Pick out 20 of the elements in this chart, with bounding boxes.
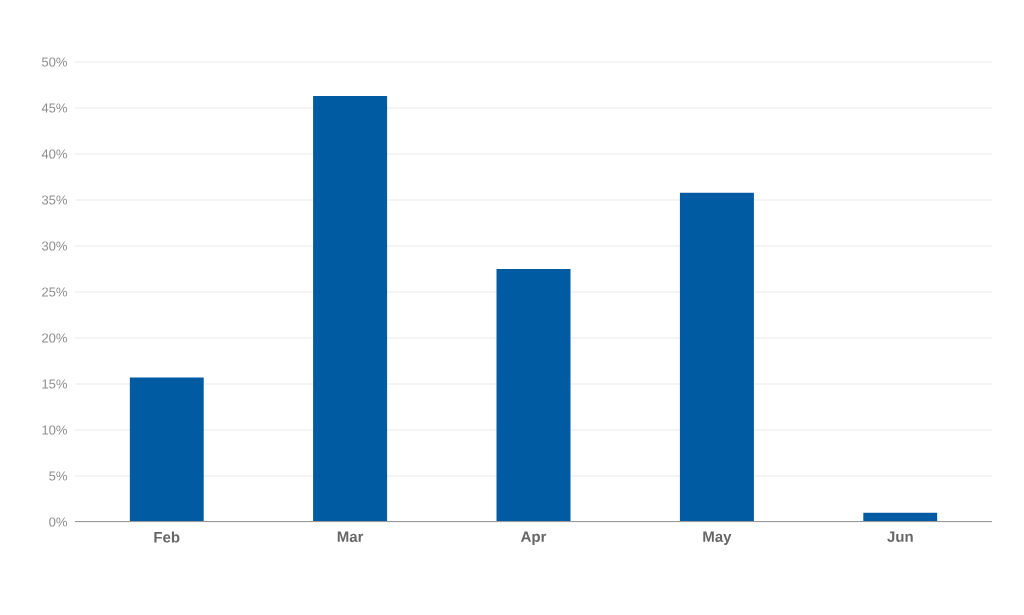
y-tick-label: 0% [49,517,68,527]
x-tick-label: Feb [154,531,180,543]
y-tick-label: 45% [41,103,68,113]
y-tick-label: 50% [41,57,68,67]
y-tick-label: 25% [42,287,68,297]
y-tick-label: 30% [41,241,68,251]
y-tick-label: 35% [41,195,68,205]
y-tick-label: 40% [41,149,68,159]
bar [313,96,388,522]
y-tick-label: 15% [42,379,68,389]
y-tick-label: 10% [42,425,68,435]
bar [496,268,571,522]
x-tick-label: Apr [520,531,547,545]
bar [129,377,204,522]
x-tick-label: May [703,531,732,545]
y-tick-label: 5% [49,471,68,481]
bar [679,192,754,522]
x-tick-label: Jun [887,531,913,542]
x-tick-label: Mar [337,531,364,542]
y-tick-label: 20% [42,333,68,343]
